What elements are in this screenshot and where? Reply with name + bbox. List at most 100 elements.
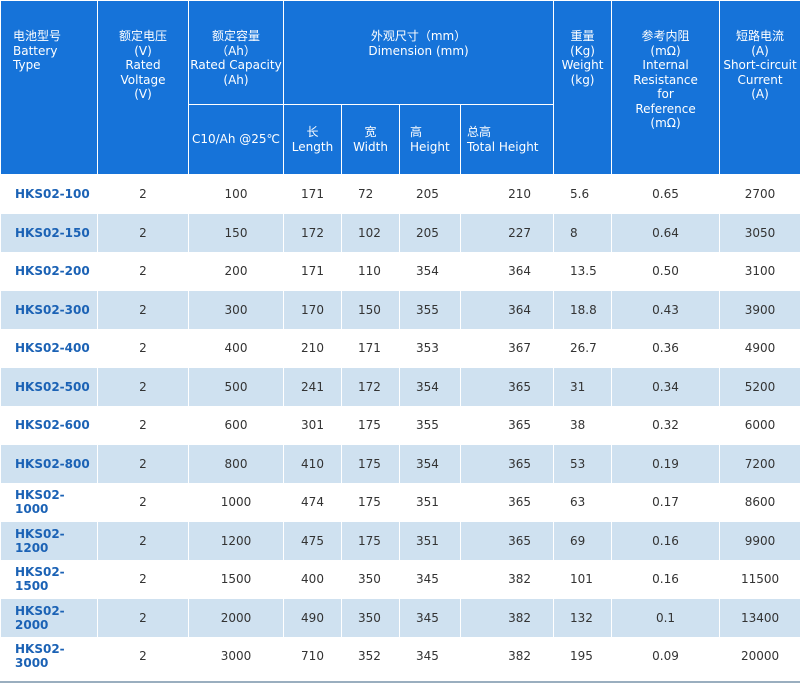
width-cell: 150: [341, 290, 400, 329]
col-header-resistance: 参考内阻 (mΩ) Internal Resistance for Reference (m…: [611, 0, 721, 175]
col-header-length: 长 Length: [283, 104, 342, 175]
height-cell: 351: [399, 483, 461, 522]
table-row: HKS02-3000 2 3000 710 352 345 382 195 0.09 20000: [0, 637, 800, 676]
height-cell: 345: [399, 598, 461, 637]
resistance-cell: 0.09: [611, 637, 721, 676]
total-height-cell: 382: [459, 560, 555, 599]
total-height-cell: 382: [459, 637, 555, 676]
height-cell: 354: [399, 444, 461, 483]
weight-cell: 26.7: [553, 329, 613, 368]
voltage-cell: 2: [97, 213, 189, 252]
capacity-cell: 2000: [188, 598, 284, 637]
total-height-cell: 365: [459, 521, 555, 560]
weight-cell: 132: [553, 598, 613, 637]
resistance-cell: 0.17: [611, 483, 721, 522]
width-cell: 175: [341, 483, 400, 522]
weight-cell: 8: [553, 213, 613, 252]
col-header-short-circuit: 短路电流 (A) Short-circuit Current (A): [719, 0, 800, 175]
height-cell: 345: [399, 637, 461, 676]
length-cell: 241: [283, 367, 342, 406]
table-row: HKS02-200 2 200 171 110 354 364 13.5 0.50 3100: [0, 252, 800, 291]
capacity-cell: 1500: [188, 560, 284, 599]
voltage-cell: 2: [97, 406, 189, 445]
total-height-cell: 365: [459, 406, 555, 445]
capacity-cell: 1000: [188, 483, 284, 522]
voltage-cell: 2: [97, 521, 189, 560]
length-cell: 301: [283, 406, 342, 445]
table-row: HKS02-400 2 400 210 171 353 367 26.7 0.36 4900: [0, 329, 800, 368]
length-cell: 170: [283, 290, 342, 329]
voltage-cell: 2: [97, 483, 189, 522]
table-row: HKS02-1200 2 1200 475 175 351 365 69 0.16 9900: [0, 521, 800, 560]
short-circuit-cell: 3050: [719, 213, 800, 252]
col-header-weight: 重量 (Kg) Weight (kg): [553, 0, 613, 175]
voltage-cell: 2: [97, 444, 189, 483]
model-cell: HKS02-2000: [0, 598, 98, 637]
capacity-cell: 300: [188, 290, 284, 329]
short-circuit-cell: 3100: [719, 252, 800, 291]
length-cell: 710: [283, 637, 342, 676]
width-cell: 352: [341, 637, 400, 676]
height-cell: 354: [399, 367, 461, 406]
capacity-cell: 1200: [188, 521, 284, 560]
table-row: HKS02-800 2 800 410 175 354 365 53 0.19 7200: [0, 444, 800, 483]
table-row: HKS02-1500 2 1500 400 350 345 382 101 0.16 11500: [0, 560, 800, 599]
voltage-cell: 2: [97, 252, 189, 291]
col-header-total-height: 总高 Total Height: [459, 104, 555, 175]
model-cell: HKS02-100: [0, 174, 98, 214]
resistance-cell: 0.32: [611, 406, 721, 445]
capacity-cell: 800: [188, 444, 284, 483]
short-circuit-cell: 11500: [719, 560, 800, 599]
short-circuit-cell: 3900: [719, 290, 800, 329]
voltage-cell: 2: [97, 290, 189, 329]
height-cell: 354: [399, 252, 461, 291]
table-row: HKS02-2000 2 2000 490 350 345 382 132 0.1 13400: [0, 598, 800, 637]
model-cell: HKS02-1200: [0, 521, 98, 560]
weight-cell: 69: [553, 521, 613, 560]
model-cell: HKS02-1500: [0, 560, 98, 599]
voltage-cell: 2: [97, 637, 189, 676]
voltage-cell: 2: [97, 560, 189, 599]
weight-cell: 13.5: [553, 252, 613, 291]
short-circuit-cell: 5200: [719, 367, 800, 406]
table-row: HKS02-100 2 100 171 72 205 210 5.6 0.65 2700: [0, 174, 800, 214]
model-cell: HKS02-150: [0, 213, 98, 252]
length-cell: 171: [283, 252, 342, 291]
length-cell: 172: [283, 213, 342, 252]
table-row: HKS02-500 2 500 241 172 354 365 31 0.34 5200: [0, 367, 800, 406]
short-circuit-cell: 2700: [719, 174, 800, 214]
weight-cell: 5.6: [553, 174, 613, 214]
short-circuit-cell: 13400: [719, 598, 800, 637]
weight-cell: 31: [553, 367, 613, 406]
weight-cell: 63: [553, 483, 613, 522]
width-cell: 175: [341, 406, 400, 445]
model-cell: HKS02-500: [0, 367, 98, 406]
capacity-cell: 400: [188, 329, 284, 368]
height-cell: 351: [399, 521, 461, 560]
capacity-cell: 150: [188, 213, 284, 252]
weight-cell: 18.8: [553, 290, 613, 329]
weight-cell: 195: [553, 637, 613, 676]
total-height-cell: 365: [459, 483, 555, 522]
voltage-cell: 2: [97, 367, 189, 406]
voltage-cell: 2: [97, 598, 189, 637]
col-header-capacity: 额定容量 （Ah） Rated Capacity (Ah): [188, 0, 284, 105]
resistance-cell: 0.34: [611, 367, 721, 406]
height-cell: 353: [399, 329, 461, 368]
total-height-cell: 367: [459, 329, 555, 368]
table-row: HKS02-1000 2 1000 474 175 351 365 63 0.17 8600: [0, 483, 800, 522]
model-cell: HKS02-400: [0, 329, 98, 368]
height-cell: 355: [399, 290, 461, 329]
total-height-cell: 364: [459, 252, 555, 291]
length-cell: 490: [283, 598, 342, 637]
weight-cell: 53: [553, 444, 613, 483]
resistance-cell: 0.50: [611, 252, 721, 291]
length-cell: 400: [283, 560, 342, 599]
height-cell: 355: [399, 406, 461, 445]
short-circuit-cell: 20000: [719, 637, 800, 676]
length-cell: 410: [283, 444, 342, 483]
width-cell: 72: [341, 174, 400, 214]
table-row: HKS02-300 2 300 170 150 355 364 18.8 0.43 3900: [0, 290, 800, 329]
length-cell: 210: [283, 329, 342, 368]
